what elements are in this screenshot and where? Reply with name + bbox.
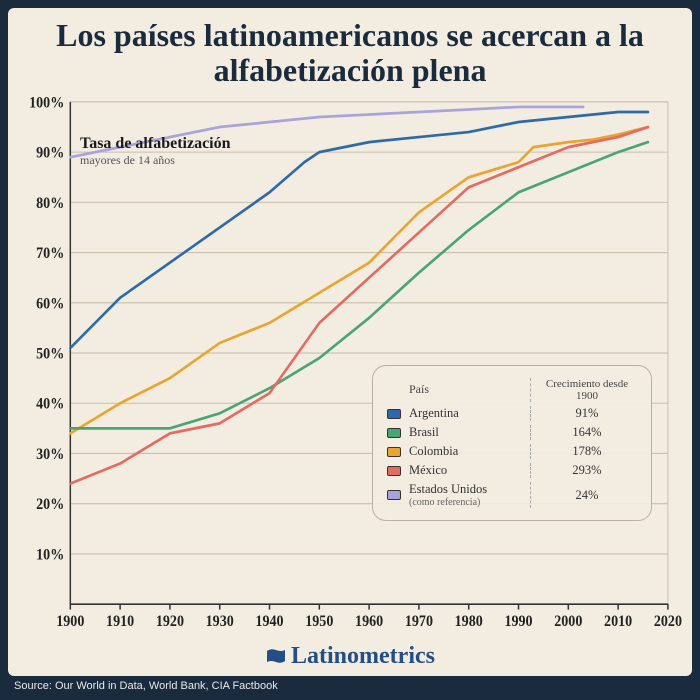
legend-row: Colombia 178% — [387, 442, 637, 461]
brand-icon — [265, 647, 287, 667]
svg-text:30%: 30% — [36, 447, 64, 464]
y-axis-label-title: Tasa de alfabetización — [80, 135, 231, 153]
svg-text:1970: 1970 — [405, 614, 433, 631]
svg-text:1980: 1980 — [455, 614, 483, 631]
svg-text:1920: 1920 — [156, 614, 184, 631]
svg-text:1910: 1910 — [106, 614, 134, 631]
source-text: Source: Our World in Data, World Bank, C… — [8, 676, 692, 692]
legend-growth: 293% — [537, 463, 637, 478]
svg-text:50%: 50% — [36, 346, 64, 363]
legend-swatch — [387, 466, 401, 476]
svg-text:1900: 1900 — [56, 614, 84, 631]
legend-country: Argentina — [409, 406, 524, 421]
legend-growth: 164% — [537, 425, 637, 440]
svg-text:40%: 40% — [36, 396, 64, 413]
svg-text:10%: 10% — [36, 547, 64, 564]
legend-header-growth: Crecimiento desde 1900 — [537, 378, 637, 402]
brand-text: Latinometrics — [291, 643, 435, 670]
legend-row: Brasil 164% — [387, 423, 637, 442]
legend-country: Colombia — [409, 444, 524, 459]
legend-row: Argentina 91% — [387, 404, 637, 423]
svg-text:1950: 1950 — [305, 614, 333, 631]
legend-ref-note: (como referencia) — [409, 497, 524, 508]
legend-growth: 24% — [537, 488, 637, 503]
legend-swatch — [387, 447, 401, 457]
legend-swatch — [387, 490, 401, 500]
svg-text:1990: 1990 — [504, 614, 532, 631]
y-axis-label-subtitle: mayores de 14 años — [80, 153, 231, 168]
legend-header-country: País — [409, 382, 524, 397]
svg-text:70%: 70% — [36, 246, 64, 263]
legend-swatch — [387, 428, 401, 438]
svg-text:80%: 80% — [36, 195, 64, 212]
legend-header: País Crecimiento desde 1900 — [387, 376, 637, 404]
svg-text:20%: 20% — [36, 497, 64, 514]
svg-text:60%: 60% — [36, 296, 64, 313]
svg-text:2010: 2010 — [604, 614, 632, 631]
svg-text:1930: 1930 — [206, 614, 234, 631]
svg-text:2020: 2020 — [654, 614, 682, 631]
y-axis-label: Tasa de alfabetización mayores de 14 año… — [80, 135, 231, 168]
svg-text:1940: 1940 — [255, 614, 283, 631]
legend-row: Estados Unidos(como referencia) 24% — [387, 480, 637, 510]
legend-country: Brasil — [409, 425, 524, 440]
svg-text:2000: 2000 — [554, 614, 582, 631]
svg-text:100%: 100% — [29, 95, 64, 112]
legend-row: México 293% — [387, 461, 637, 480]
legend: País Crecimiento desde 1900 Argentina 91% Br… — [372, 365, 652, 521]
svg-text:90%: 90% — [36, 145, 64, 162]
legend-growth: 91% — [537, 406, 637, 421]
chart-area: 10% 20% 30% 40% 50% 60% 70% 80% 90% 100% 1900 1910 1… — [18, 91, 682, 637]
chart-title: Los países latinoamericanos se acercan a… — [8, 8, 692, 91]
legend-country: Estados Unidos(como referencia) — [409, 482, 524, 508]
brand: Latinometrics — [8, 643, 692, 676]
chart-card: Los países latinoamericanos se acercan a… — [8, 8, 692, 676]
legend-country: México — [409, 463, 524, 478]
svg-text:1960: 1960 — [355, 614, 383, 631]
legend-swatch — [387, 409, 401, 419]
legend-growth: 178% — [537, 444, 637, 459]
